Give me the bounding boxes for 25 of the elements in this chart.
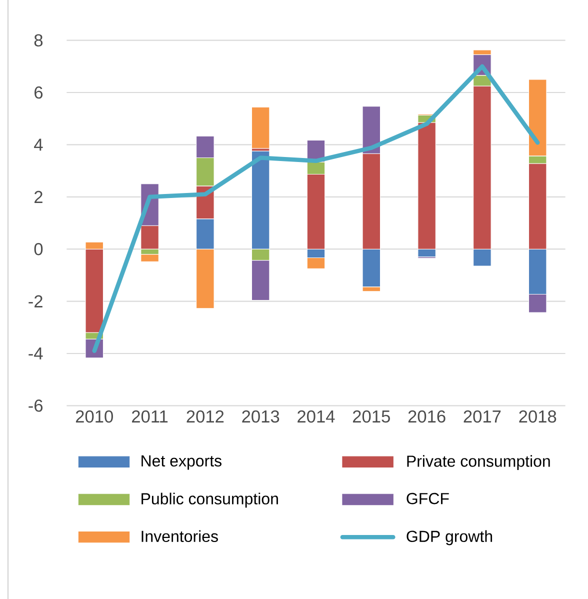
y-tick-label: 2 (34, 190, 42, 203)
legend-label: GDP growth (406, 530, 492, 546)
x-tick-label: 2010 (76, 410, 113, 423)
legend-label: Public consumption (142, 492, 278, 508)
x-tick-label: 2014 (298, 410, 335, 423)
x-tick-label: 2017 (464, 410, 501, 423)
y-tick-label: -4 (28, 348, 43, 360)
y-tick-label: -2 (28, 295, 42, 308)
x-tick-label: 2016 (408, 410, 446, 423)
x-tick-label: 2012 (186, 410, 224, 423)
y-tick-label: 8 (34, 34, 43, 46)
x-tick-label: 2013 (242, 410, 280, 423)
legend-label: Private consumption (407, 455, 550, 470)
legend-label: Net exports (142, 455, 222, 470)
y-tick-label: 6 (34, 86, 43, 99)
y-tick-label: -6 (28, 400, 43, 412)
legend-label: GFCF (406, 492, 449, 504)
legend-label: Inventories (142, 530, 218, 542)
bar (251, 106, 270, 149)
x-tick-label: 2011 (132, 410, 168, 423)
y-tick-label: 0 (34, 242, 43, 256)
y-tick-label: 4 (34, 138, 43, 151)
x-tick-label: 2018 (519, 410, 556, 423)
line-series (92, 64, 540, 353)
x-tick-label: 2015 (352, 410, 390, 423)
